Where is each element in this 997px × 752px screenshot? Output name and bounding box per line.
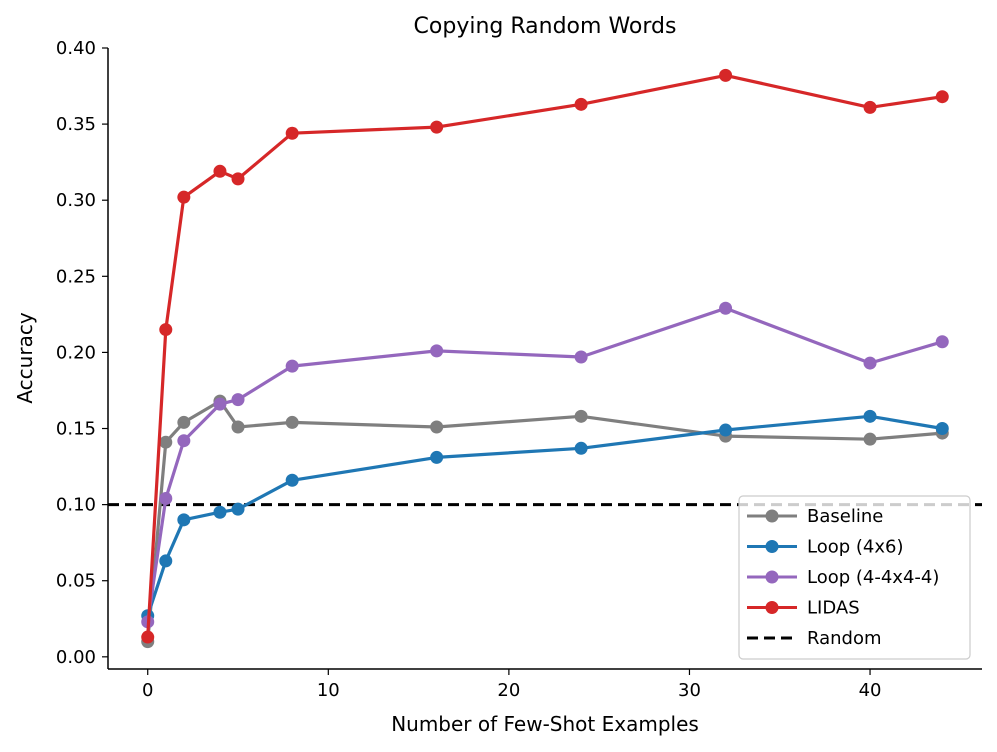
data-point-loop-4x6 <box>213 505 227 519</box>
data-point-baseline <box>177 415 191 429</box>
data-point-loop-4x6 <box>430 450 444 464</box>
data-point-lidas <box>430 120 444 134</box>
data-point-lidas <box>213 164 227 178</box>
data-point-lidas <box>177 190 191 204</box>
legend-marker-lidas <box>765 601 779 614</box>
data-point-lidas <box>141 630 155 644</box>
data-point-loop-4x6 <box>177 513 191 527</box>
data-point-lidas <box>719 68 733 82</box>
data-point-loop-4-4x4-4 <box>574 350 588 364</box>
data-point-baseline <box>159 435 173 449</box>
legend-label-random: Random <box>807 628 882 649</box>
legend-box <box>738 495 971 660</box>
y-tick-label: 0.30 <box>56 190 96 211</box>
legend: Baseline Loop (4x6) Loop (4-4x4-4) LIDAS Ran… <box>738 495 971 660</box>
y-tick-label: 0.10 <box>56 495 96 516</box>
data-point-loop-4x6 <box>863 409 877 423</box>
y-tick-label: 0.25 <box>56 266 96 287</box>
data-point-baseline <box>863 432 877 446</box>
y-axis-title: Accuracy <box>13 312 37 403</box>
legend-label-loop-4x6: Loop (4x6) <box>807 537 904 558</box>
x-axis-title: Number of Few-Shot Examples <box>391 712 699 736</box>
data-point-baseline <box>285 415 299 429</box>
data-point-baseline <box>430 420 444 434</box>
legend-marker-baseline <box>765 509 779 523</box>
legend-label-baseline: Baseline <box>807 506 883 527</box>
data-point-lidas <box>231 172 245 186</box>
x-tick-label: 40 <box>859 680 882 701</box>
data-point-lidas <box>159 323 173 337</box>
data-point-loop-4x6 <box>574 441 588 455</box>
data-point-lidas <box>285 126 299 140</box>
x-tick-label: 0 <box>142 680 153 701</box>
plot-area: 0 10 20 30 40 0.00 0.05 0.10 0.15 0.20 0.25 0.30 0.3… <box>56 38 982 701</box>
data-point-loop-4x6 <box>285 473 299 487</box>
y-tick-label: 0.00 <box>56 647 96 668</box>
data-point-loop-4x6 <box>719 423 733 437</box>
data-point-loop-4-4x4-4 <box>159 492 173 506</box>
data-point-loop-4-4x4-4 <box>231 393 245 407</box>
y-tick-label: 0.40 <box>56 38 96 59</box>
data-point-loop-4x6 <box>935 422 949 436</box>
data-point-lidas <box>863 100 877 114</box>
data-point-loop-4-4x4-4 <box>430 344 444 358</box>
legend-label-loop-4-4x4-4: Loop (4-4x4-4) <box>807 567 939 588</box>
legend-marker-loop-4-4x4-4 <box>765 570 779 584</box>
legend-label-lidas: LIDAS <box>807 598 860 619</box>
x-tick-label: 10 <box>317 680 340 701</box>
data-point-loop-4x6 <box>231 502 245 516</box>
y-tick-label: 0.35 <box>56 114 96 135</box>
data-point-loop-4x6 <box>159 554 173 568</box>
y-tick-label: 0.15 <box>56 419 96 440</box>
legend-marker-loop-4x6 <box>765 540 779 553</box>
data-point-baseline <box>231 420 245 434</box>
chart-title: Copying Random Words <box>414 14 677 39</box>
data-point-loop-4-4x4-4 <box>213 397 227 411</box>
data-point-loop-4-4x4-4 <box>935 335 949 349</box>
data-point-loop-4-4x4-4 <box>177 434 191 448</box>
data-point-loop-4-4x4-4 <box>863 356 877 370</box>
y-tick-label: 0.05 <box>56 571 96 592</box>
x-tick-label: 30 <box>678 680 701 701</box>
data-point-loop-4-4x4-4 <box>719 301 733 315</box>
data-point-baseline <box>574 409 588 423</box>
y-tick-label: 0.20 <box>56 342 96 363</box>
data-point-lidas <box>574 97 588 111</box>
data-point-loop-4-4x4-4 <box>285 359 299 373</box>
x-tick-label: 20 <box>497 680 520 701</box>
data-point-lidas <box>935 90 949 104</box>
